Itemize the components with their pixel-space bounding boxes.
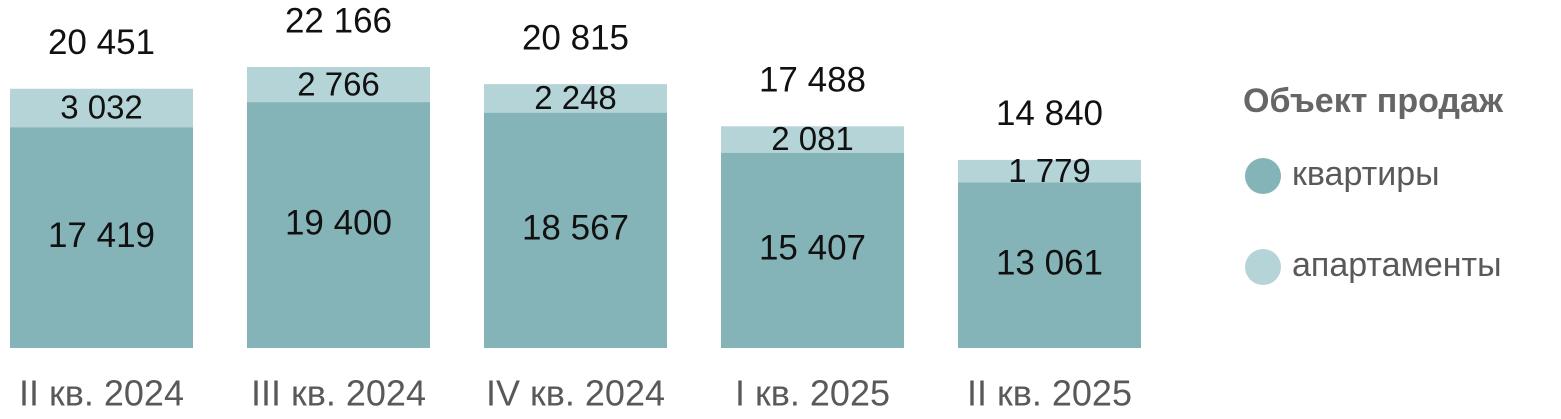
total-label: 22 166 — [285, 1, 392, 40]
x-tick-label: I кв. 2025 — [735, 373, 890, 414]
value-label: 13 061 — [996, 243, 1103, 282]
x-tick-label: II кв. 2025 — [967, 373, 1132, 414]
bar-segment — [10, 127, 193, 348]
bar-segment — [721, 126, 904, 153]
bar-segment — [247, 102, 430, 348]
value-label: 17 419 — [48, 216, 155, 255]
bar-segment — [10, 88, 193, 128]
value-label: 15 407 — [759, 229, 866, 268]
x-tick-label: III кв. 2024 — [251, 373, 426, 414]
legend-label: квартиры — [1292, 155, 1440, 193]
value-label: 3 032 — [60, 89, 143, 126]
legend-marker — [1245, 249, 1281, 285]
bar-segment — [247, 67, 430, 103]
x-tick-label: II кв. 2024 — [19, 373, 184, 414]
bar-segment — [958, 182, 1141, 348]
total-label: 20 451 — [48, 23, 155, 62]
bar-segment — [484, 112, 667, 348]
value-label: 1 779 — [1008, 152, 1091, 189]
total-label: 14 840 — [996, 94, 1103, 133]
value-label: 2 081 — [771, 120, 854, 157]
legend-marker — [1245, 158, 1281, 194]
value-label: 2 248 — [534, 79, 617, 116]
legend-title: Объект продаж — [1243, 82, 1504, 120]
value-label: 18 567 — [522, 209, 629, 248]
bar-segment — [721, 152, 904, 348]
legend-label: апартаменты — [1292, 246, 1502, 284]
value-label: 19 400 — [285, 203, 392, 242]
bar-segment — [484, 84, 667, 113]
bar-segment — [958, 159, 1141, 183]
x-tick-label: IV кв. 2024 — [486, 373, 665, 414]
total-label: 17 488 — [759, 61, 866, 100]
value-label: 2 766 — [297, 65, 380, 102]
total-label: 20 815 — [522, 18, 629, 57]
